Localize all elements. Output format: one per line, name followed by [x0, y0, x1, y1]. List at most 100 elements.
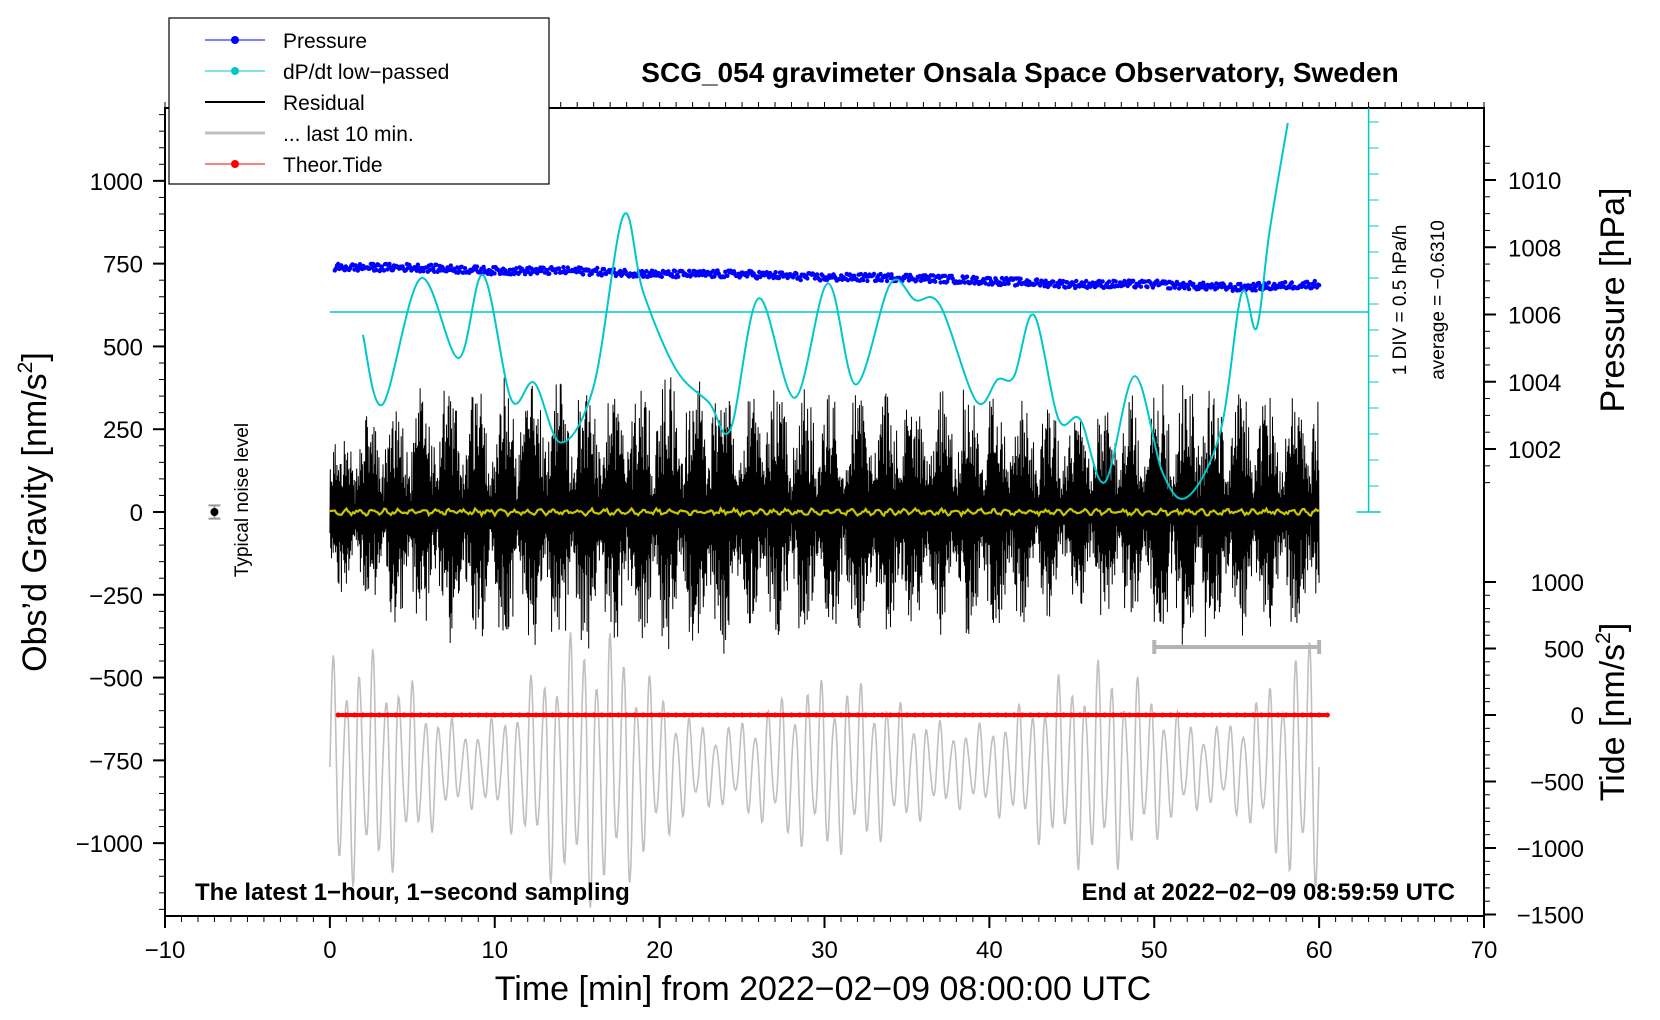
pressure-point [1038, 283, 1043, 288]
pressure-point [814, 272, 820, 277]
tide-point [1283, 712, 1289, 718]
tide-point [904, 712, 910, 718]
tide-point [1036, 712, 1042, 718]
pressure-point [1074, 278, 1079, 284]
tide-point [830, 712, 836, 718]
tide-point [1291, 712, 1297, 718]
tide-point [731, 712, 737, 718]
pressure-point [381, 268, 387, 273]
tide-point [879, 712, 885, 718]
tide-point [1201, 712, 1207, 718]
pressure-point [1289, 280, 1295, 285]
pressure-point [459, 264, 464, 269]
pressure-point [553, 270, 558, 275]
tide-point [986, 712, 992, 718]
x-tick-label: −10 [145, 937, 186, 964]
y-axis-title-tide-sup: 2 [1592, 632, 1615, 644]
tide-point [640, 712, 646, 718]
residual-smoothed-series [329, 506, 1320, 519]
tide-point [1209, 712, 1215, 718]
y-tick-label-gravity: 500 [103, 334, 143, 361]
tide-point [615, 712, 621, 718]
tide-point [368, 712, 374, 718]
y-tick-label-gravity: −250 [89, 583, 143, 610]
dpdt-series [329, 122, 1369, 500]
tide-point [1250, 712, 1256, 718]
pressure-point [541, 265, 546, 271]
tide-point [780, 712, 786, 718]
pressure-point [794, 271, 799, 276]
y-tick-label-pressure: 1006 [1508, 303, 1561, 330]
tide-point [945, 712, 951, 718]
y-axis-title-gravity-main: Obs’d Gravity [nm/s [16, 373, 54, 672]
y-axis-title-tide: Tide [nm/s2] [1592, 623, 1632, 802]
pressure-point [1131, 278, 1136, 283]
tide-point [953, 712, 959, 718]
legend-label-last10: ... last 10 min. [283, 123, 414, 146]
x-axis-title: Time [min] from 2022−02−09 08:00:00 UTC [495, 970, 1151, 1008]
pressure-point [969, 280, 974, 285]
pressure-point [1283, 280, 1288, 285]
tide-point [582, 712, 588, 718]
tide-point [591, 712, 597, 718]
noise-level-label: Typical noise level [232, 423, 253, 577]
pressure-point [561, 265, 566, 270]
tide-point [1077, 712, 1083, 718]
tide-point [550, 712, 555, 718]
pressure-point [1113, 279, 1118, 284]
pressure-point [858, 271, 864, 277]
tide-point [558, 712, 564, 718]
pressure-point [507, 267, 512, 272]
pressure-point [1063, 285, 1068, 290]
tide-point [475, 712, 481, 718]
y-tick-label-tide: 500 [1544, 637, 1584, 664]
pressure-point [1145, 284, 1150, 290]
pressure-point [798, 277, 803, 283]
tide-point [1267, 712, 1273, 718]
tide-point [665, 712, 671, 718]
tide-point [929, 712, 935, 718]
pressure-point [644, 269, 649, 274]
pressure-point [659, 274, 664, 279]
pressure-point [1307, 281, 1312, 287]
y-tick-label-gravity: 250 [103, 417, 143, 444]
pressure-point [1191, 281, 1196, 287]
pressure-point [586, 267, 591, 272]
tide-point [451, 712, 456, 718]
tide-point [1193, 712, 1198, 718]
tide-point [698, 712, 704, 718]
tide-point [385, 712, 391, 718]
pressure-point [878, 271, 883, 277]
annotation-sampling: The latest 1−hour, 1−second sampling [195, 879, 630, 906]
pressure-point [1196, 286, 1202, 292]
y-axis-title-tide-main: Tide [nm/s [1594, 644, 1632, 801]
tide-point [1061, 712, 1067, 718]
tide-point [541, 712, 547, 718]
pressure-point [950, 276, 955, 281]
tide-point [1135, 712, 1141, 718]
tide-point [484, 712, 489, 718]
y-axis-title-gravity-close: ] [16, 352, 54, 361]
pressure-point [964, 274, 970, 279]
legend-marker-pressure [231, 36, 239, 44]
tide-point [1168, 712, 1174, 718]
tide-point [838, 712, 844, 718]
tide-point [846, 712, 852, 718]
pressure-point [805, 276, 810, 281]
legend-label-pressure: Pressure [283, 30, 367, 53]
y-tick-label-tide: 1000 [1531, 570, 1584, 597]
tide-point [459, 712, 465, 718]
x-tick-label: 0 [323, 937, 336, 964]
legend-label-dpdt: dP/dt low−passed [283, 61, 449, 84]
pressure-point [1186, 286, 1192, 292]
tide-point [607, 712, 613, 718]
y-axis-title-gravity-sup: 2 [14, 362, 37, 374]
tide-series [335, 712, 1330, 718]
tide-point [442, 712, 448, 718]
y-tick-label-tide: −1000 [1517, 836, 1584, 863]
tide-point [599, 712, 605, 718]
pressure-point [942, 273, 948, 278]
pressure-point [986, 282, 991, 287]
tide-point [855, 712, 860, 718]
